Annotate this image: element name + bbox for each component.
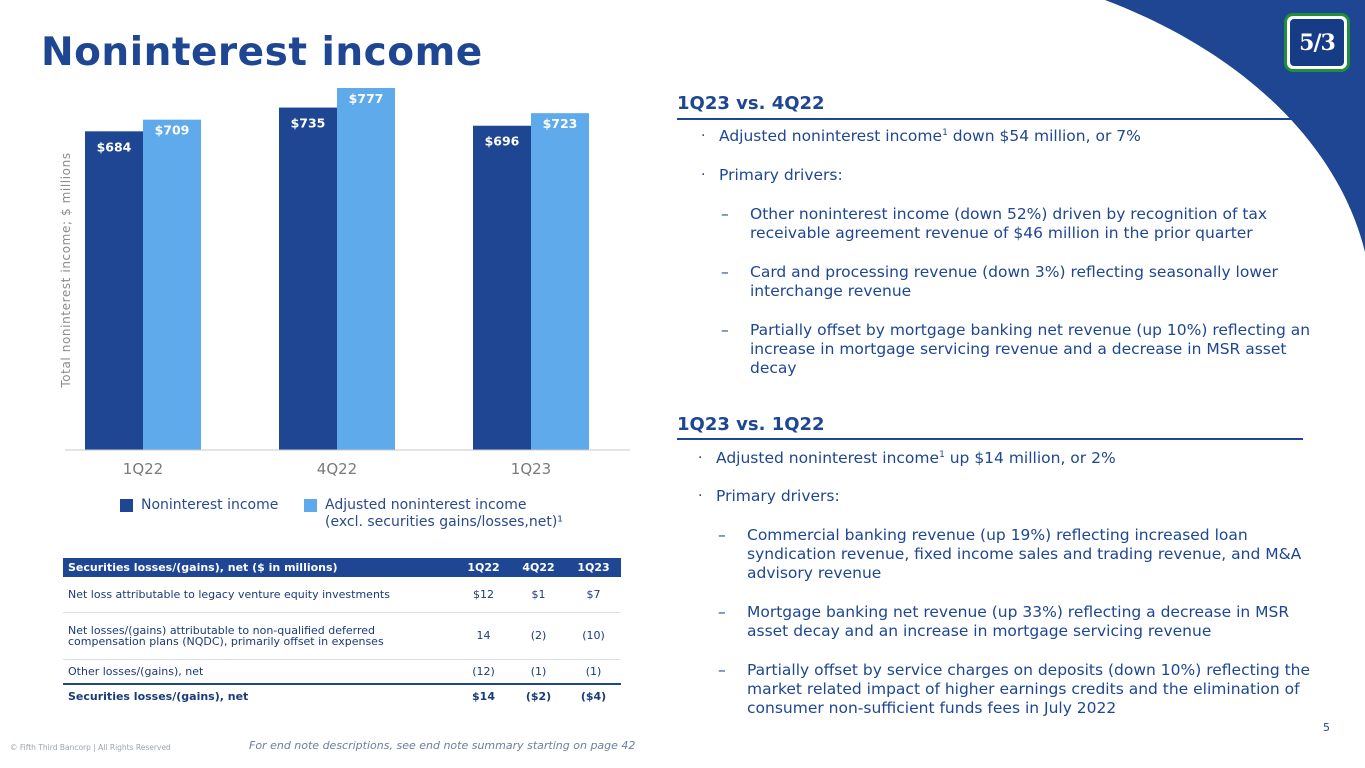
securities-table: Securities losses/(gains), net ($ in mil… (63, 558, 621, 707)
table-cell: Net losses/(gains) attributable to non-q… (63, 612, 456, 660)
page-title: Noninterest income (41, 30, 483, 75)
table-header: Securities losses/(gains), net ($ in mil… (63, 558, 456, 577)
table-cell: $7 (566, 577, 621, 613)
bullet-mark: · (698, 450, 703, 466)
fifth-third-logo: 5/3 (1284, 13, 1350, 72)
dash-mark: – (718, 526, 726, 544)
table-cell: $1 (511, 577, 566, 613)
x-tick-label: 4Q22 (317, 460, 357, 478)
legend-label-sub: (excl. securities gains/losses,net)¹ (325, 514, 563, 530)
dash-mark: – (718, 603, 726, 621)
table-cell: (1) (511, 659, 566, 685)
table-cell: (10) (566, 612, 621, 660)
driver-text: Commercial banking revenue (up 19%) refl… (747, 526, 1302, 582)
table-cell: Securities losses/(gains), net (63, 683, 456, 707)
bullet-mark: · (698, 488, 703, 504)
bar-adjusted-1q22 (143, 119, 201, 451)
bar-value-label: $735 (291, 116, 326, 131)
bar-noninterest-1q23 (473, 125, 531, 450)
bar-value-label: $684 (97, 139, 132, 154)
x-tick-label: 1Q22 (123, 460, 163, 478)
table-cell: Net loss attributable to legacy venture … (63, 577, 456, 613)
bar-value-label: $777 (349, 91, 384, 106)
driver-text: Partially offset by service charges on d… (747, 661, 1311, 717)
bullet-text: Adjusted noninterest income1 up $14 mill… (716, 449, 1116, 467)
dash-mark: – (721, 205, 729, 223)
bar-adjusted-1q23 (531, 113, 589, 451)
driver-text: Card and processing revenue (down 3%) re… (750, 263, 1278, 300)
dash-mark: – (721, 263, 729, 281)
bar-value-label: $696 (485, 134, 520, 149)
legend-label: Noninterest income (141, 497, 279, 513)
logo-text: 5/3 (1290, 19, 1344, 66)
driver-text: Partially offset by mortgage banking net… (750, 321, 1311, 377)
section-divider (677, 438, 1303, 440)
legend-label: Adjusted noninterest income (325, 497, 527, 513)
table-cell: ($4) (566, 683, 621, 707)
bullet-text: Adjusted noninterest income1 down $54 mi… (719, 127, 1141, 145)
y-axis-title: Total noninterest income; $ millions (59, 152, 73, 388)
table-total-row: Securities losses/(gains), net $14 ($2) … (63, 683, 621, 707)
table-cell: (1) (566, 659, 621, 685)
bar-noninterest-4q22 (279, 107, 337, 450)
table-cell: 14 (456, 612, 511, 660)
dash-mark: – (721, 321, 729, 339)
bullet-mark: · (701, 167, 706, 183)
bullet-text: Primary drivers: (719, 166, 843, 184)
table-cell: ($2) (511, 683, 566, 707)
table-header-row: Securities losses/(gains), net ($ in mil… (63, 558, 621, 577)
table-cell: (12) (456, 659, 511, 685)
table-header: 4Q22 (511, 558, 566, 577)
end-note-reference: For end note descriptions, see end note … (249, 739, 636, 752)
table-cell: Other losses/(gains), net (63, 659, 456, 685)
dash-mark: – (718, 661, 726, 679)
driver-text: Other noninterest income (down 52%) driv… (750, 205, 1268, 242)
table-header: 1Q23 (566, 558, 621, 577)
table-row: Net loss attributable to legacy venture … (63, 577, 621, 613)
legend-swatch-light (304, 499, 317, 512)
driver-text: Mortgage banking net revenue (up 33%) re… (747, 603, 1290, 640)
table-cell: $12 (456, 577, 511, 613)
section-heading-vs-4q22: 1Q23 vs. 4Q22 (677, 93, 825, 114)
bar-noninterest-1q22 (85, 131, 143, 450)
x-tick-label: 1Q23 (511, 460, 551, 478)
copyright: © Fifth Third Bancorp | All Rights Reser… (10, 743, 171, 752)
bullet-text: Primary drivers: (716, 487, 840, 505)
section-heading-vs-1q22: 1Q23 vs. 1Q22 (677, 414, 825, 435)
table-row: Other losses/(gains), net (12) (1) (1) (63, 659, 621, 685)
bar-adjusted-4q22 (337, 88, 395, 450)
bar-value-label: $723 (543, 116, 578, 131)
table-cell: $14 (456, 683, 511, 707)
section-divider (677, 118, 1303, 120)
bar-value-label: $709 (155, 123, 190, 138)
bar-chart: $684 $709 $735 $777 $696 $723 1Q22 4Q22 1Q23 To… (59, 88, 630, 478)
table-cell: (2) (511, 612, 566, 660)
bullet-mark: · (701, 128, 706, 144)
legend-swatch-navy (120, 499, 133, 512)
table-header: 1Q22 (456, 558, 511, 577)
table-row: Net losses/(gains) attributable to non-q… (63, 612, 621, 660)
page-number: 5 (1323, 721, 1330, 734)
